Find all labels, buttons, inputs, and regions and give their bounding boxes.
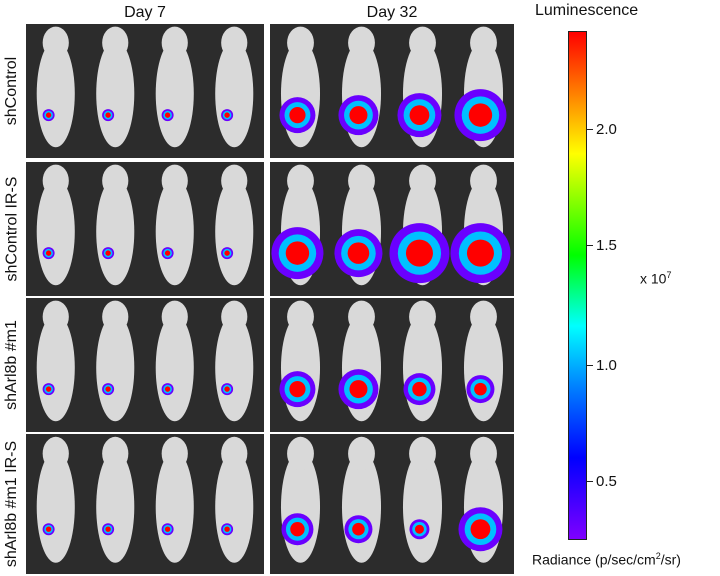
mouse	[338, 300, 382, 422]
luminescence-signal	[414, 524, 424, 534]
scale-multiplier: x 107	[640, 270, 672, 287]
luminescence-signal	[349, 106, 368, 125]
mouse	[271, 164, 324, 286]
luminescence-signal	[164, 250, 171, 256]
luminescence-signal	[289, 107, 306, 124]
mouse	[36, 436, 75, 563]
mouse	[155, 436, 194, 563]
mouse	[397, 26, 443, 148]
panel-shcontrol-day7	[26, 24, 264, 158]
row-label-shcontrol-irs: shControl IR-S	[3, 176, 21, 282]
luminescence-signal	[105, 526, 111, 532]
mouse	[279, 300, 321, 422]
luminescence-signal	[405, 239, 433, 267]
mouse	[279, 26, 321, 148]
scale-tick-0-5: 0.5	[587, 473, 617, 490]
luminescence-signal	[45, 112, 52, 118]
panel-sharl8b-irs-day7	[26, 434, 264, 574]
mouse	[36, 164, 75, 286]
mouse	[215, 164, 254, 286]
luminescence-signal	[224, 112, 230, 118]
panel-shcontrol-irs-day32	[270, 162, 514, 296]
row-label-sharl8b-irs: shArl8b #m1 IR-S	[3, 440, 21, 568]
luminescence-signal	[105, 112, 111, 118]
luminescence-signal	[347, 242, 370, 264]
mouse	[155, 164, 194, 286]
luminescence-signal	[105, 386, 111, 392]
luminescence-signal	[466, 239, 494, 267]
luminescence-signal	[164, 386, 171, 392]
luminescence-signal	[45, 250, 52, 256]
mouse	[96, 26, 135, 148]
mouse	[155, 300, 194, 422]
luminescence-signal	[474, 382, 487, 396]
luminescence-signal	[285, 241, 310, 265]
row-label-sharl8b: shArl8b #m1	[3, 320, 21, 410]
mouse	[402, 300, 443, 422]
mouse	[341, 436, 382, 563]
mouse	[36, 26, 75, 148]
luminescence-color-bar	[568, 31, 587, 540]
scale-tick-1-5: 1.5	[587, 237, 617, 254]
row-label-shcontrol: shControl	[3, 56, 21, 126]
panel-sharl8b-day7	[26, 298, 264, 432]
scale-tick-2-0: 2.0	[587, 121, 617, 138]
luminescence-signal	[45, 386, 52, 392]
luminescence-signal	[289, 381, 306, 398]
luminescence-signal	[224, 526, 230, 532]
column-header-day32: Day 32	[366, 4, 418, 21]
luminescence-signal	[224, 386, 230, 392]
luminescence-signal	[412, 381, 427, 397]
column-header-day7: Day 7	[124, 4, 166, 21]
scale-unit-label: Radiance (p/sec/cm2/sr)	[532, 551, 681, 568]
mouse	[402, 436, 443, 563]
luminescence-signal	[290, 522, 305, 537]
mouse	[215, 436, 254, 563]
luminescence-signal	[224, 250, 230, 256]
panel-shcontrol-day32	[270, 24, 514, 158]
luminescence-signal	[164, 526, 171, 532]
panel-sharl8b-day32	[270, 298, 514, 432]
mouse	[389, 164, 450, 286]
luminescence-signal	[352, 522, 365, 536]
luminescence-signal	[470, 519, 491, 540]
scale-title: Luminescence	[535, 2, 639, 19]
mouse	[96, 300, 135, 422]
mouse	[338, 26, 382, 148]
mouse	[96, 164, 135, 286]
mouse	[36, 300, 75, 422]
panel-sharl8b-irs-day32	[270, 434, 514, 574]
mouse	[215, 300, 254, 422]
scale-tick-1-0: 1.0	[587, 357, 617, 374]
luminescence-signal	[468, 103, 493, 127]
mouse	[463, 300, 504, 422]
mouse	[215, 26, 254, 148]
mouse	[450, 164, 511, 286]
mouse	[96, 436, 135, 563]
luminescence-signal	[105, 250, 111, 256]
mouse	[454, 26, 507, 148]
mouse	[458, 436, 504, 563]
mouse	[334, 164, 383, 286]
panel-shcontrol-irs-day7	[26, 162, 264, 296]
luminescence-signal	[164, 112, 171, 118]
mouse	[280, 436, 321, 563]
mouse	[155, 26, 194, 148]
luminescence-signal	[45, 526, 52, 532]
luminescence-signal	[349, 380, 368, 399]
luminescence-signal	[409, 105, 430, 126]
